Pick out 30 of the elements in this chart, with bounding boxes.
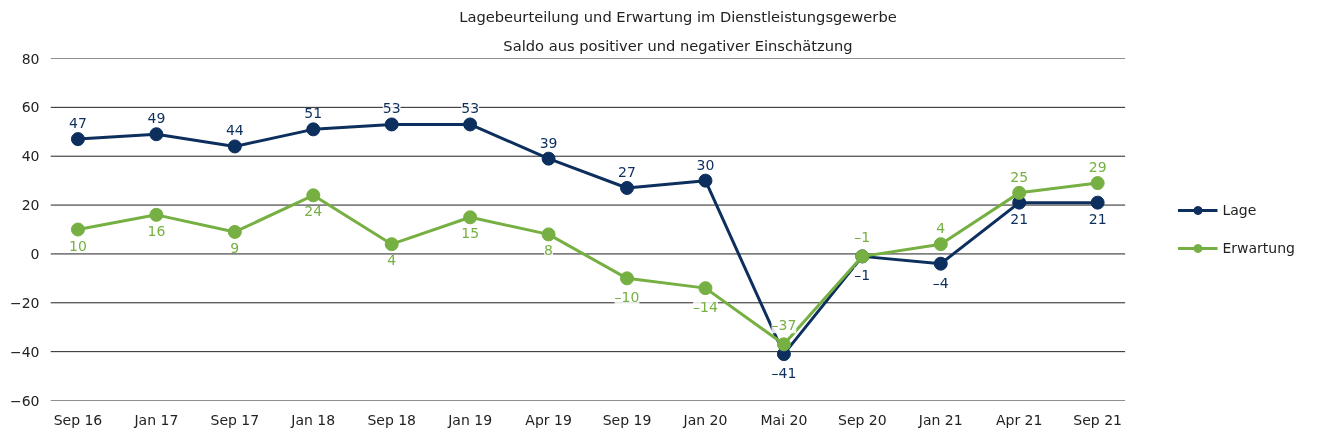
chart-subtitle: Saldo aus positiver und negativer Einschätzung [503,36,853,54]
x-tick-label: Apr 19 [525,411,572,428]
chart-title: Lagebeurteilung und Erwartung im Dienstleistungsgewerbe [459,7,897,25]
x-tick-label: Sep 20 [838,411,887,428]
x-tick-label: Mai 20 [760,411,808,428]
data-label: 51 [304,105,323,122]
x-tick-label: Jan 20 [682,411,728,428]
y-tick-label: −40 [9,343,40,360]
x-tick-label: Jan 17 [133,411,179,428]
x-tick-label: Sep 17 [210,411,260,428]
data-label: 53 [461,100,480,117]
y-tick-label: 80 [21,50,40,67]
y-tick-label: 60 [21,99,40,116]
x-tick-label: Sep 18 [367,411,417,428]
y-tick-label: −60 [9,392,40,409]
x-tick-label: Jan 19 [447,411,493,428]
y-tick-label: 20 [21,197,40,214]
x-tick-label: Sep 19 [602,411,652,428]
x-tick-label: Apr 21 [995,411,1043,428]
data-label: 53 [382,100,401,117]
y-tick-label: 0 [30,245,40,262]
legend-label: Erwartung [1222,240,1295,256]
legend-label: Lage [1222,202,1257,218]
y-tick-label: 40 [21,148,40,165]
x-tick-label: Sep 16 [53,411,103,428]
x-tick-label: Jan 18 [290,411,336,428]
data-label: –41 [771,365,797,382]
y-tick-label: −20 [9,294,40,311]
x-tick-label: Sep 21 [1073,411,1122,428]
x-tick-label: Jan 21 [917,411,963,428]
